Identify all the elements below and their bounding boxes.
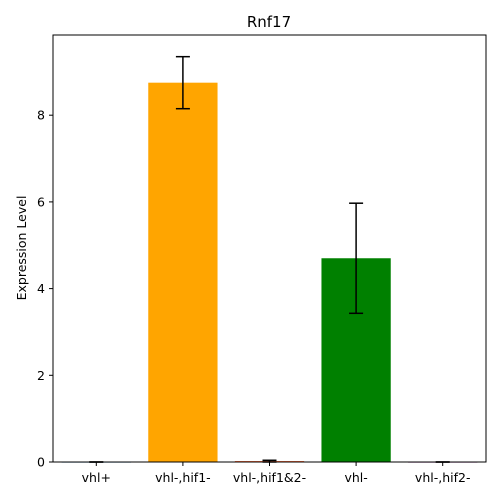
y-tick-label: 2 — [37, 368, 45, 383]
x-tick-label: vhl-,hif2- — [415, 470, 471, 485]
chart-title: Rnf17 — [247, 13, 291, 31]
bar — [148, 82, 218, 463]
x-tick-label: vhl+ — [82, 470, 111, 485]
plot-area: vhl+ vhl-,hif1- vhl-,hif1&2- vhl-vhl-,hif2-… — [37, 34, 487, 485]
y-tick-label: 4 — [37, 281, 45, 296]
y-tick-label: 0 — [37, 455, 45, 470]
x-tick-label: vhl-,hif1- — [155, 470, 211, 485]
y-tick-label: 8 — [37, 108, 45, 123]
y-axis-label: Expression Level — [14, 196, 29, 301]
y-tick-label: 6 — [37, 194, 45, 209]
x-tick-label: vhl-,hif1&2- — [233, 470, 306, 485]
axes-frame — [52, 34, 487, 463]
x-tick-label: vhl- — [344, 470, 367, 485]
